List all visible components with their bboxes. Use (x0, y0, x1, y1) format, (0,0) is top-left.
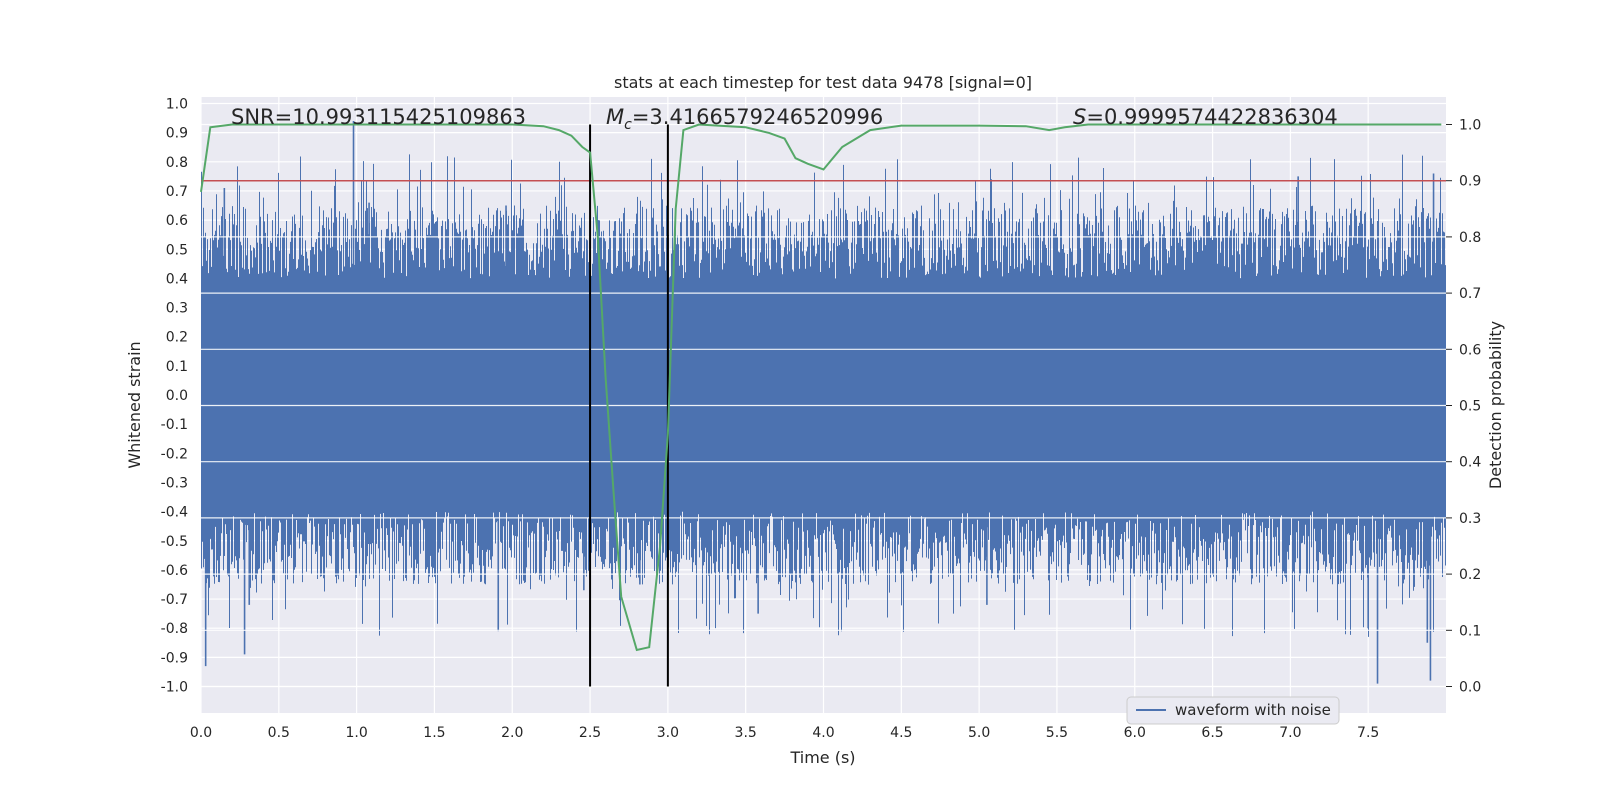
y-tick-label-left: -0.6 (161, 563, 188, 579)
y-tick-label-left: -0.7 (161, 592, 188, 608)
x-tick-label: 4.0 (812, 725, 834, 741)
x-tick-label: 7.0 (1279, 725, 1301, 741)
y-tick-label-left: -0.5 (161, 534, 188, 550)
y-tick-label-left: -0.8 (161, 621, 188, 637)
y-tick-label-left: 0.3 (166, 301, 188, 317)
x-tick-label: 1.0 (345, 725, 367, 741)
y-tick-label-right: 0.0 (1459, 680, 1481, 696)
chirp-mass-value: =3.4166579246520996 (632, 105, 883, 129)
y-tick-label-right: 0.4 (1459, 455, 1481, 471)
score-annotation: S=0.9999574422836304 (1073, 105, 1338, 129)
x-tick-label: 2.0 (501, 725, 523, 741)
probability-line (200, 123, 1442, 652)
legend: waveform with noise (1126, 696, 1340, 725)
waveform-series (201, 120, 1446, 684)
legend-label: waveform with noise (1175, 701, 1331, 719)
y-tick-label-left: 0.5 (166, 242, 188, 258)
y-tick-label-right: 0.6 (1459, 342, 1481, 358)
y-tick-label-right: 0.7 (1459, 286, 1481, 302)
y-tick-label-right: 0.1 (1459, 623, 1481, 639)
chirp-mass-symbol: M (606, 105, 624, 129)
x-tick-label: 4.5 (890, 725, 912, 741)
x-axis-title: Time (s) (789, 748, 855, 767)
y-tick-label-left: 0.1 (166, 359, 188, 375)
y-tick-label-left: -0.1 (161, 417, 188, 433)
chirp-mass-subscript: c (624, 117, 632, 133)
x-tick-label: 5.0 (968, 725, 990, 741)
y-tick-label-left: -1.0 (161, 680, 188, 696)
x-tick-label: 0.0 (190, 725, 212, 741)
legend-box (1126, 696, 1340, 725)
y-tick-label-left: -0.9 (161, 650, 188, 666)
x-tick-label: 1.5 (423, 725, 445, 741)
x-tick-label: 3.5 (735, 725, 757, 741)
x-tick-label: 6.0 (1124, 725, 1146, 741)
y-tick-label-left: -0.3 (161, 475, 188, 491)
x-tick-label: 5.5 (1046, 725, 1068, 741)
y-tick-label-right: 1.0 (1459, 118, 1481, 134)
y-tick-label-left: 0.8 (166, 155, 188, 171)
y-tick-label-right: 0.3 (1459, 511, 1481, 527)
y-tick-label-right: 0.8 (1459, 230, 1481, 246)
y-tick-label-left: 0.7 (166, 184, 188, 200)
x-tick-label: 2.5 (579, 725, 601, 741)
ticks: 0.0 0.5 1.0 1.5 2.0 2.5 3.0 3.5 4.0 4.5 5.0 5.5 6.0 6… (161, 97, 1482, 742)
y-axis-title-left: Whitened strain (125, 341, 144, 468)
x-tick-label: 3.0 (657, 725, 679, 741)
chart-title: stats at each timestep for test data 947… (614, 73, 1032, 92)
y-tick-label-left: 0.6 (166, 213, 188, 229)
score-value: =0.9999574422836304 (1086, 105, 1337, 129)
snr-annotation: SNR=10.993115425109863 (231, 105, 526, 129)
chirp-mass-annotation: Mc=3.4166579246520996 (606, 105, 883, 133)
x-tick-label: 0.5 (268, 725, 290, 741)
waveform-noise (201, 154, 1446, 637)
y-tick-label-left: 0.4 (166, 271, 188, 287)
x-tick-label: 7.5 (1357, 725, 1379, 741)
y-tick-label-right: 0.9 (1459, 174, 1481, 190)
y-tick-label-left: 0.0 (166, 388, 188, 404)
probability-series (200, 123, 1442, 652)
x-tick-label: 6.5 (1201, 725, 1223, 741)
score-symbol: S (1073, 105, 1086, 129)
y-axis-title-right: Detection probability (1486, 321, 1505, 489)
y-tick-label-left: 0.9 (166, 126, 188, 142)
y-tick-label-left: -0.2 (161, 446, 188, 462)
y-tick-label-left: 1.0 (166, 97, 188, 113)
y-tick-label-left: 0.2 (166, 330, 188, 346)
y-tick-label-right: 0.5 (1459, 399, 1481, 415)
y-tick-label-left: -0.4 (161, 505, 188, 521)
y-tick-label-right: 0.2 (1459, 567, 1481, 583)
